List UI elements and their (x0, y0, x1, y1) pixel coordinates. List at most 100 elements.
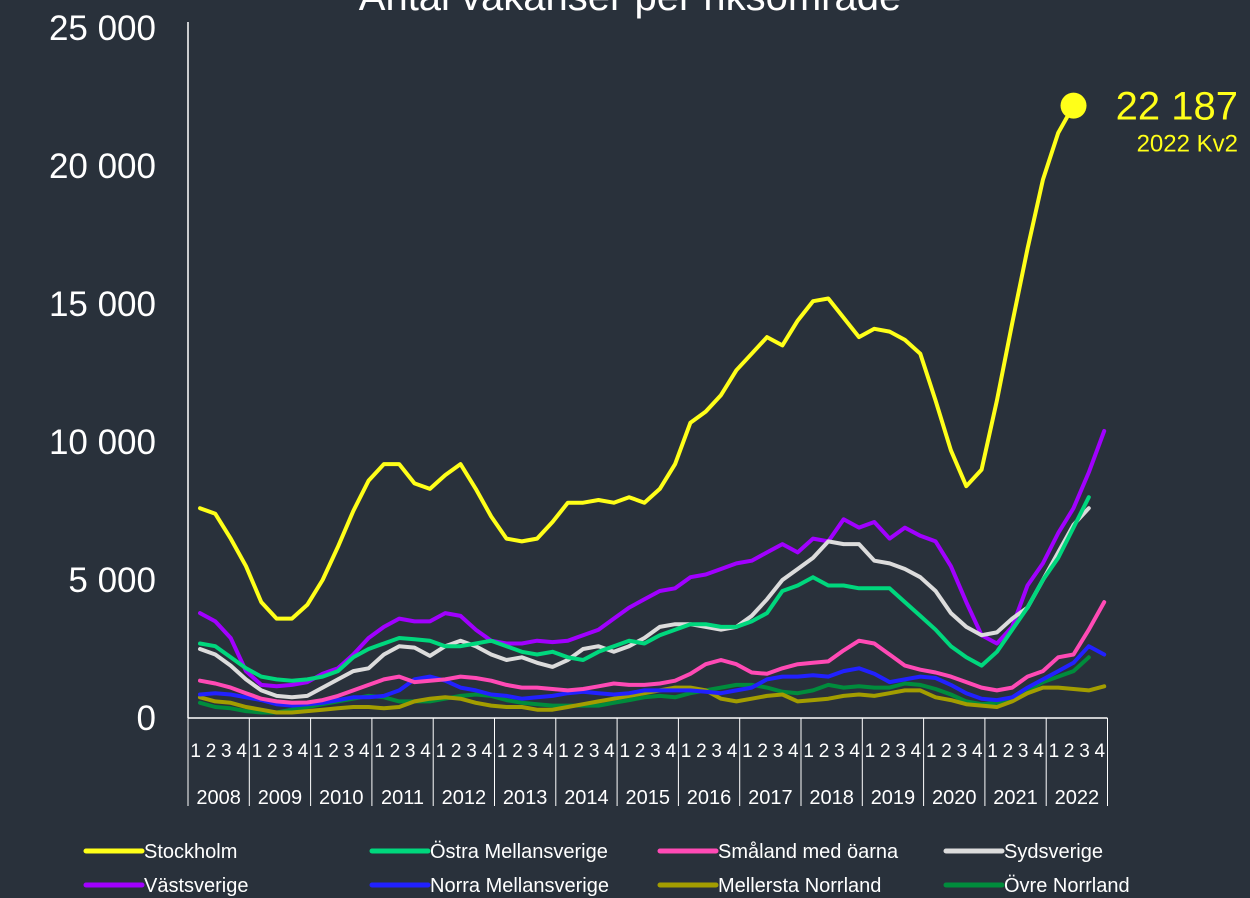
legend-item: Stockholm (83, 841, 237, 863)
y-tick-label: 15 000 (49, 285, 156, 324)
x-quarter-label: 2 (635, 741, 646, 762)
x-year-label: 2014 (564, 787, 609, 809)
x-quarter-label: 2 (819, 741, 830, 762)
x-quarter-label: 1 (681, 741, 692, 762)
x-quarter-label: 3 (711, 741, 722, 762)
series-line (198, 103, 1076, 621)
y-tick-label: 10 000 (49, 423, 156, 462)
y-tick-label: 20 000 (49, 147, 156, 186)
annotation-period: 2022 Kv2 (1137, 131, 1238, 158)
x-quarter-label: 3 (282, 741, 293, 762)
x-quarter-label: 2 (757, 741, 768, 762)
x-year-label: 2010 (319, 787, 364, 809)
x-quarter-label: 4 (911, 741, 922, 762)
legend-item: Norra Mellansverige (369, 875, 609, 897)
latest-value-marker (1060, 92, 1087, 119)
plot-series (198, 103, 1107, 715)
x-quarter-label: 4 (543, 741, 554, 762)
legend-label: Småland med öarna (718, 841, 899, 863)
x-quarter-label: 2 (512, 741, 523, 762)
x-quarter-label: 3 (405, 741, 416, 762)
x-quarter-label: 2 (1064, 741, 1075, 762)
x-quarter-label: 4 (298, 741, 309, 762)
x-quarter-label: 2 (573, 741, 584, 762)
x-quarter-label: 3 (344, 741, 355, 762)
legend-item: Sydsverige (943, 841, 1103, 863)
legend: Stockholm Östra Mellansverige Småland med … (83, 841, 1130, 897)
x-quarter-label: 1 (374, 741, 385, 762)
x-quarter-label: 4 (1033, 741, 1044, 762)
legend-item: Östra Mellansverige (369, 841, 608, 863)
x-year-label: 2008 (196, 787, 241, 809)
x-quarter-label: 2 (696, 741, 707, 762)
x-quarter-label: 3 (221, 741, 232, 762)
x-year-label: 2011 (381, 787, 424, 809)
x-year-label: 2021 (993, 787, 1038, 809)
x-quarter-label: 4 (972, 741, 983, 762)
x-quarter-label: 1 (619, 741, 630, 762)
x-quarter-label: 3 (589, 741, 600, 762)
x-year-label: 2020 (932, 787, 977, 809)
x-quarter-label: 4 (849, 741, 860, 762)
x-quarter-label: 2 (267, 741, 278, 762)
x-quarter-label: 4 (236, 741, 247, 762)
series-line (198, 495, 1091, 683)
y-axis: 0 5 000 10 000 15 000 20 000 25 000 (49, 9, 189, 738)
x-year-label: 2022 (1055, 787, 1100, 809)
legend-item: Övre Norrland (943, 875, 1130, 897)
x-quarter-label: 1 (436, 741, 447, 762)
x-quarter-label: 2 (328, 741, 339, 762)
x-quarter-label: 2 (451, 741, 462, 762)
x-year-label: 2009 (258, 787, 303, 809)
x-year-label: 2015 (626, 787, 671, 809)
x-quarter-label: 2 (941, 741, 952, 762)
legend-label: Östra Mellansverige (430, 841, 608, 863)
legend-item: Småland med öarna (657, 841, 899, 863)
x-quarter-label: 3 (528, 741, 539, 762)
x-quarter-label: 2 (1003, 741, 1014, 762)
x-quarter-label: 3 (895, 741, 906, 762)
legend-label: Mellersta Norrland (718, 875, 881, 897)
x-quarter-label: 1 (190, 741, 201, 762)
x-quarter-label: 1 (987, 741, 998, 762)
x-quarter-label: 1 (926, 741, 937, 762)
x-quarter-label: 1 (742, 741, 753, 762)
x-quarter-label: 4 (420, 741, 431, 762)
legend-label: Norra Mellansverige (430, 875, 609, 897)
legend-label: Sydsverige (1004, 841, 1103, 863)
legend-label: Västsverige (144, 875, 249, 897)
x-quarter-label: 2 (880, 741, 891, 762)
x-quarter-label: 1 (313, 741, 324, 762)
x-year-label: 2016 (687, 787, 732, 809)
x-quarter-label: 3 (773, 741, 784, 762)
x-quarter-label: 4 (788, 741, 799, 762)
annotation-value: 22 187 (1116, 85, 1238, 129)
x-quarter-label: 1 (865, 741, 876, 762)
x-year-label: 2019 (871, 787, 916, 809)
x-quarter-label: 4 (665, 741, 676, 762)
x-quarter-label: 1 (803, 741, 814, 762)
x-quarter-label: 1 (1049, 741, 1060, 762)
x-quarter-label: 3 (834, 741, 845, 762)
series-line (198, 644, 1107, 708)
x-quarter-label: 4 (482, 741, 493, 762)
x-quarter-label: 4 (359, 741, 370, 762)
x-quarter-label: 1 (252, 741, 263, 762)
x-quarter-label: 3 (650, 741, 661, 762)
x-year-label: 2018 (809, 787, 854, 809)
x-quarter-label: 1 (558, 741, 569, 762)
x-quarter-label: 3 (957, 741, 968, 762)
y-tick-label: 25 000 (49, 9, 156, 48)
x-quarter-label: 3 (466, 741, 477, 762)
legend-label: Övre Norrland (1004, 875, 1130, 897)
x-quarter-label: 3 (1079, 741, 1090, 762)
x-year-label: 2017 (748, 787, 793, 809)
x-quarter-label: 4 (1095, 741, 1106, 762)
series-line (198, 429, 1107, 689)
y-tick-label: 0 (137, 699, 156, 738)
x-quarter-label: 3 (1018, 741, 1029, 762)
x-quarter-label: 2 (390, 741, 401, 762)
